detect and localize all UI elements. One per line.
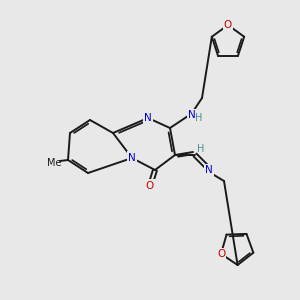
- Text: N: N: [128, 153, 136, 163]
- Text: Me: Me: [47, 158, 61, 168]
- Text: O: O: [217, 249, 225, 259]
- Text: H: H: [195, 113, 203, 123]
- Text: H: H: [197, 144, 205, 154]
- Text: N: N: [144, 113, 152, 123]
- Text: O: O: [224, 20, 232, 30]
- Text: N: N: [188, 110, 196, 120]
- Text: N: N: [205, 165, 213, 175]
- Text: O: O: [146, 181, 154, 191]
